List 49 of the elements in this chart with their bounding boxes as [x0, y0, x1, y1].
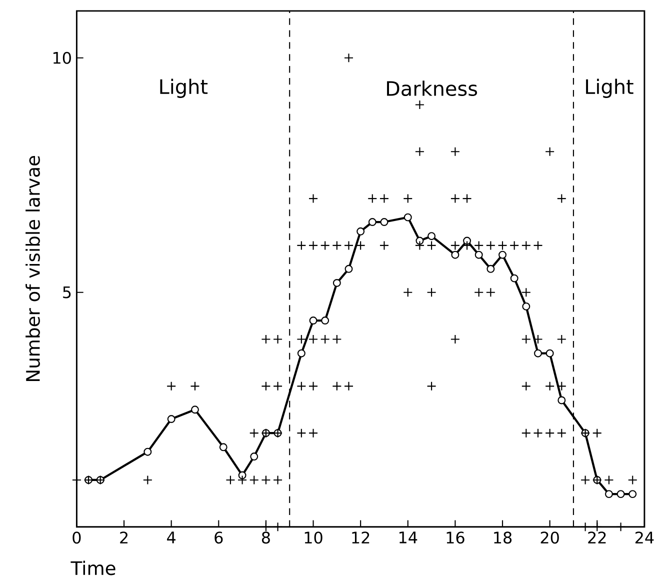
point [368, 218, 376, 226]
point [416, 236, 424, 245]
x-tick-label: 4 [167, 532, 176, 544]
x-tick-label: 8 [262, 532, 270, 544]
point [167, 415, 176, 424]
point [332, 279, 341, 288]
annotation: Light [160, 78, 208, 98]
x-tick-label: 0 [72, 532, 81, 544]
annotation: Light [586, 78, 634, 98]
point [219, 443, 228, 452]
y-tick-label: 5 [63, 286, 71, 298]
x-tick-label: 10 [304, 532, 322, 544]
y-axis-title: Number of visible larvae [26, 156, 40, 382]
point [486, 265, 495, 274]
point [463, 236, 472, 245]
point [238, 471, 246, 480]
point [380, 218, 388, 226]
x-tick-label: 24 [635, 532, 654, 544]
point [428, 232, 436, 240]
annotation: Darkness [387, 80, 478, 96]
x-tick-label: 14 [399, 532, 418, 544]
point [474, 251, 483, 259]
x-tick-label: 22 [588, 532, 606, 544]
point [356, 228, 365, 236]
point [144, 448, 152, 456]
x-tick-label: 20 [540, 532, 559, 544]
point [522, 302, 530, 311]
x-tick-label: 2 [120, 532, 128, 544]
point [534, 350, 542, 358]
x-tick-label: 16 [446, 532, 464, 544]
point [498, 251, 506, 259]
point [451, 251, 460, 259]
point [604, 490, 613, 498]
point [344, 265, 353, 274]
point [510, 274, 518, 282]
x-axis-title: Time [70, 560, 116, 576]
x-tick-label: 12 [352, 532, 370, 544]
point [250, 452, 258, 461]
point [191, 406, 199, 414]
point [628, 490, 637, 498]
point [297, 350, 306, 358]
x-tick-label: 6 [214, 532, 223, 544]
point [404, 213, 412, 222]
point [321, 316, 330, 325]
point [616, 490, 625, 498]
point [558, 396, 566, 404]
point [309, 316, 318, 325]
x-tick-label: 18 [494, 532, 512, 544]
point [546, 350, 554, 358]
